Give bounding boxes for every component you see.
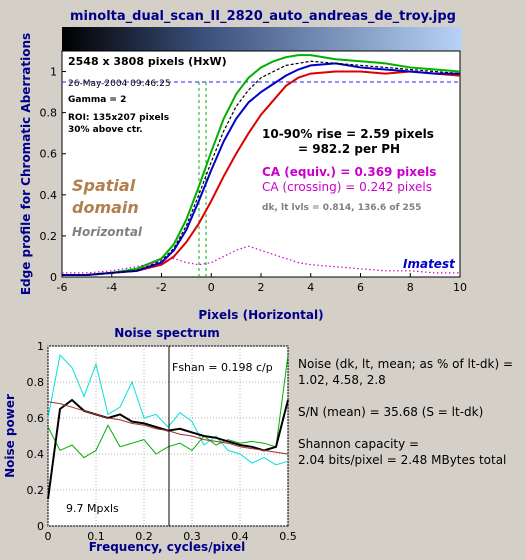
edge-xtick-label: 4 (307, 281, 314, 294)
edge-series-green (62, 54, 461, 276)
fshan-label: Fshan = 0.198 c/p (172, 361, 273, 374)
edge-axis-ticks: -6 -4 -2 0 2 4 6 8 10 0 0.2 0.4 0.6 0.8 1 (40, 66, 468, 294)
domain-label: domain (72, 198, 139, 217)
edge-xtick-label: 2 (258, 281, 265, 294)
edge-xtick-label: -6 (57, 281, 68, 294)
noise-xtick-label: 0.1 (87, 530, 105, 543)
noise-series-darkred (47, 401, 289, 455)
edge-xtick-label: 10 (453, 281, 467, 294)
edge-ytick-label: 0.2 (40, 230, 58, 243)
roi-position-label: 30% above ctr. (68, 125, 143, 135)
figure-title: minolta_dual_scan_II_2820_auto_andreas_d… (70, 9, 456, 24)
levels-label: dk, lt lvls = 0.814, 136.6 of 255 (262, 203, 421, 213)
edge-ytick-label: 0.8 (40, 107, 58, 120)
edge-xtick-label: -4 (106, 281, 117, 294)
shannon-line1: Shannon capacity = (298, 437, 419, 451)
noise-stats-line2: 1.02, 4.58, 2.8 (298, 373, 386, 387)
edge-y-axis-label: Edge profile for Chromatic Aberrations (19, 33, 33, 295)
noise-ytick-label: 0.4 (27, 448, 45, 461)
ca-crossing-label: CA (crossing) = 0.242 pixels (262, 180, 432, 194)
noise-x-axis-label: Frequency, cycles/pixel (89, 540, 246, 554)
edge-ytick-label: 1 (50, 66, 57, 79)
noise-stats-line1: Noise (dk, lt, mean; as % of lt-dk) = (298, 357, 513, 371)
noise-xtick-label: 0 (45, 530, 52, 543)
edge-ytick-label: 0 (50, 271, 57, 284)
edge-xtick-label: 6 (357, 281, 364, 294)
edge-ytick-label: 0.6 (40, 148, 58, 161)
spatial-label: Spatial (72, 176, 136, 195)
sn-stats: S/N (mean) = 35.68 (S = lt-dk) (298, 405, 483, 419)
noise-ytick-label: 0.2 (27, 484, 45, 497)
noise-ytick-label: 1 (37, 340, 44, 353)
edge-series-group (62, 54, 461, 276)
rise-label: 10-90% rise = 2.59 pixels (262, 127, 434, 141)
megapixel-label: 9.7 Mpxls (66, 502, 119, 515)
edge-series-red (62, 70, 461, 276)
noise-y-axis-label: Noise power (3, 394, 17, 478)
noise-ytick-label: 0.6 (27, 412, 45, 425)
noise-xtick-label: 0.4 (231, 530, 249, 543)
imatest-brand-label: Imatest (403, 257, 456, 271)
edge-plot-area (61, 50, 461, 278)
noise-xtick-label: 0.2 (135, 530, 153, 543)
edge-xtick-label: 8 (407, 281, 414, 294)
noise-ytick-label: 0.8 (27, 376, 45, 389)
edge-series-magenta (62, 245, 460, 274)
date-label: 26-May-2004 09:46:25 (68, 79, 171, 89)
edge-xtick-label: -2 (156, 281, 167, 294)
edge-series-blue (62, 62, 460, 276)
noise-xtick-label: 0.5 (279, 530, 297, 543)
noise-chart-title: Noise spectrum (114, 326, 220, 340)
shannon-line2: 2.04 bits/pixel = 2.48 MBytes total (298, 453, 506, 467)
edge-xtick-label: 0 (208, 281, 215, 294)
noise-series-group (47, 353, 289, 500)
edge-ytick-label: 0.4 (40, 189, 58, 202)
gamma-label: Gamma = 2 (68, 95, 126, 105)
ca-equiv-label: CA (equiv.) = 0.369 pixels (262, 165, 436, 179)
edge-series-black (62, 60, 461, 276)
noise-plot-area (47, 345, 289, 527)
noise-ytick-label: 0 (37, 520, 44, 533)
edge-x-axis-label: Pixels (Horizontal) (198, 308, 323, 322)
horizontal-label: Horizontal (72, 225, 143, 239)
noise-series-cyan (47, 353, 289, 466)
rise-per-ph-label: = 982.2 per PH (298, 142, 400, 156)
roi-label: ROI: 135x207 pixels (68, 113, 169, 123)
noise-series-green (47, 354, 289, 459)
image-size-label: 2548 x 3808 pixels (HxW) (68, 55, 227, 68)
intensity-gradient-bar (62, 27, 462, 51)
noise-xtick-label: 0.3 (183, 530, 201, 543)
